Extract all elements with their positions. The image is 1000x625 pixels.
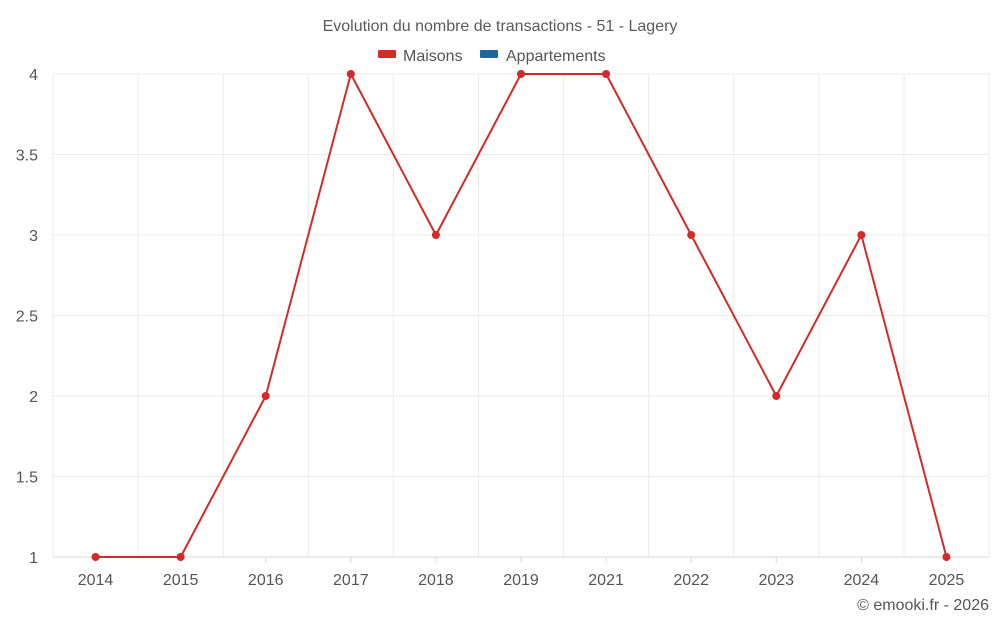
x-tick-label: 2016: [248, 572, 284, 589]
x-tick-label: 2021: [588, 572, 624, 589]
y-tick-label: 4: [29, 67, 38, 84]
legend-item-appartements[interactable]: Appartements: [480, 48, 606, 65]
y-tick-label: 2: [29, 389, 38, 406]
legend: Maisons Appartements: [378, 48, 606, 65]
series-layer: [91, 70, 951, 561]
grid: [52, 73, 990, 557]
x-tick-label: 2018: [418, 572, 454, 589]
y-tick-label: 2.5: [16, 309, 38, 326]
axes: 1 1.5 2 2.5 3 3.5 4 2014 2015 2016 2017 2018 2019 202…: [16, 67, 989, 589]
data-point[interactable]: [857, 231, 866, 239]
data-point[interactable]: [602, 70, 611, 78]
legend-swatch-appartements: [480, 50, 498, 58]
data-point[interactable]: [942, 553, 951, 561]
credit-text: © emooki.fr - 2026: [857, 597, 989, 614]
x-tick-label: 2019: [503, 572, 539, 589]
data-point[interactable]: [772, 392, 781, 400]
legend-label-maisons: Maisons: [403, 48, 463, 65]
x-tick-label: 2025: [929, 572, 965, 589]
x-tick-label: 2014: [78, 572, 114, 589]
x-tick-label: 2015: [163, 572, 199, 589]
data-point[interactable]: [346, 70, 355, 78]
data-point[interactable]: [517, 70, 525, 78]
data-point[interactable]: [176, 553, 185, 561]
x-tick-label: 2024: [844, 572, 880, 589]
data-point[interactable]: [687, 231, 696, 239]
y-tick-label: 3.5: [16, 148, 38, 165]
legend-item-maisons[interactable]: Maisons: [378, 48, 463, 65]
legend-label-appartements: Appartements: [506, 48, 606, 65]
x-tick-label: 2022: [673, 572, 709, 589]
data-point[interactable]: [261, 392, 270, 400]
x-tick-label: 2017: [333, 572, 369, 589]
chart-title: Evolution du nombre de transactions - 51…: [323, 18, 678, 35]
y-tick-label: 3: [29, 228, 38, 245]
data-point[interactable]: [431, 231, 440, 239]
data-point[interactable]: [91, 553, 100, 561]
y-tick-label: 1.5: [16, 470, 38, 487]
legend-swatch-maisons: [378, 50, 396, 58]
y-tick-label: 1: [29, 550, 38, 567]
x-tick-label: 2023: [758, 572, 794, 589]
